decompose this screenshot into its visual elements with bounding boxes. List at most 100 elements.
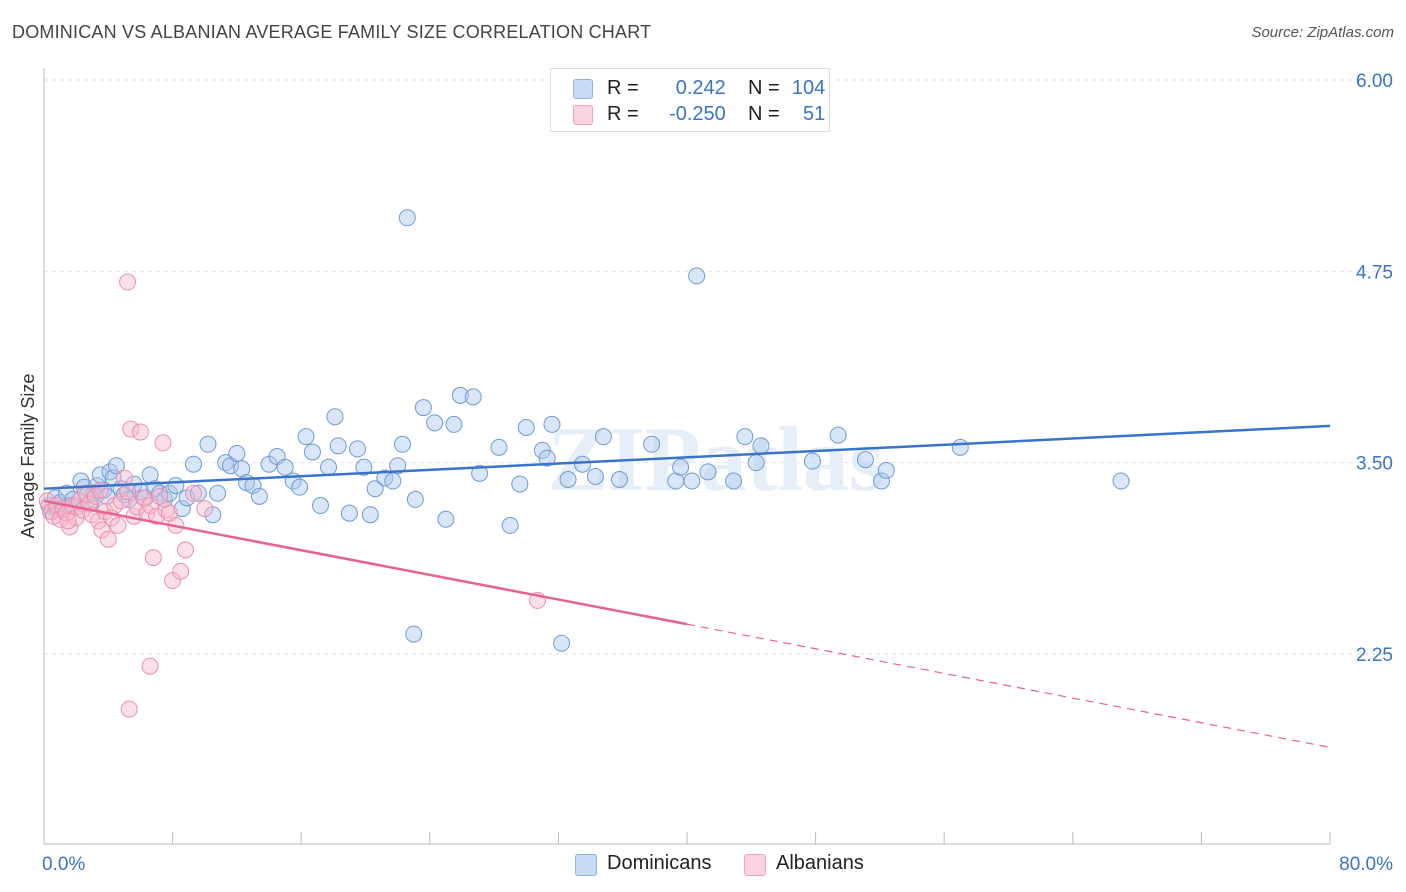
y-tick-label: 6.00 [1356, 71, 1393, 92]
data-point-dominicans [517, 418, 535, 436]
data-point-dominicans [199, 435, 217, 453]
data-point-dominicans [877, 461, 895, 479]
data-point-dominicans [471, 464, 489, 482]
data-point-dominicans [426, 414, 444, 432]
data-point-dominicans [725, 472, 743, 490]
data-point-dominicans [553, 634, 571, 652]
data-point-dominicans [297, 428, 315, 446]
bottom-legend-label: Albanians [776, 852, 864, 874]
data-point-dominicans [451, 386, 469, 404]
data-point-dominicans [167, 477, 185, 495]
data-point-dominicans [803, 452, 821, 470]
data-point-dominicans [490, 438, 508, 456]
data-point-albanians [112, 492, 130, 510]
data-point-dominicans [340, 504, 358, 522]
data-point-dominicans [107, 457, 125, 475]
legend-swatch-albanians [573, 105, 593, 125]
data-point-dominicans [291, 478, 309, 496]
data-point-dominicans [326, 408, 344, 426]
data-point-albanians [128, 498, 146, 516]
data-point-dominicans [393, 435, 411, 453]
data-point-dominicans [610, 471, 628, 489]
trend-line-dominicans [43, 424, 1331, 490]
data-point-albanians [77, 484, 95, 502]
data-point-dominicans [856, 451, 874, 469]
data-point-dominicans [276, 458, 294, 476]
data-point-dominicans [688, 267, 706, 285]
data-point-dominicans [311, 497, 329, 515]
data-point-albanians [176, 541, 194, 559]
data-point-albanians [90, 512, 108, 530]
data-point-albanians [61, 518, 79, 536]
data-point-albanians [151, 487, 169, 505]
y-tick-label: 4.75 [1356, 262, 1393, 283]
data-point-dominicans [366, 480, 384, 498]
data-point-dominicans [348, 440, 366, 458]
data-point-dominicans [406, 490, 424, 508]
data-point-dominicans [250, 487, 268, 505]
data-point-dominicans [829, 426, 847, 444]
watermark: ZIPatlas [547, 408, 884, 510]
data-point-albanians [196, 500, 214, 518]
chart-title: DOMINICAN VS ALBANIAN AVERAGE FAMILY SIZ… [12, 22, 652, 42]
legend-r-value: 0.242 [675, 77, 726, 99]
data-point-albanians [141, 657, 159, 675]
data-point-albanians [148, 507, 166, 525]
data-point-dominicans [643, 435, 661, 453]
data-point-dominicans [445, 415, 463, 433]
data-point-dominicans [414, 399, 432, 417]
bottom-legend-swatch-dominicans [575, 854, 597, 876]
data-point-dominicans [699, 463, 717, 481]
legend-r-value: -0.250 [669, 103, 726, 125]
data-point-albanians [157, 501, 175, 519]
data-point-dominicans [228, 444, 246, 462]
legend-r-label: R = [607, 103, 639, 125]
data-point-dominicans [501, 516, 519, 534]
data-point-dominicans [559, 471, 577, 489]
x-tick-label: 80.0% [1339, 854, 1393, 875]
data-point-dominicans [389, 457, 407, 475]
x-tick-label: 0.0% [42, 854, 85, 875]
data-point-albanians [93, 521, 111, 539]
data-point-dominicans [189, 484, 207, 502]
data-point-dominicans [384, 472, 402, 490]
data-point-dominicans [586, 467, 604, 485]
data-point-dominicans [361, 506, 379, 524]
data-point-dominicans [405, 625, 423, 643]
data-point-dominicans [683, 472, 701, 490]
data-point-dominicans [329, 437, 347, 455]
legend-swatch-dominicans [573, 79, 593, 99]
data-point-dominicans [951, 438, 969, 456]
data-point-dominicans [1112, 472, 1130, 490]
trend-line-albanians [43, 499, 688, 626]
legend-n-label: N = [748, 77, 780, 99]
data-point-albanians [120, 700, 138, 718]
data-point-dominicans [437, 510, 455, 528]
data-point-albanians [184, 484, 202, 502]
data-point-dominicans [747, 454, 765, 472]
data-point-albanians [131, 423, 149, 441]
data-point-dominicans [736, 428, 754, 446]
data-point-albanians [144, 549, 162, 567]
data-point-dominicans [464, 388, 482, 406]
data-point-albanians [99, 530, 117, 548]
data-point-dominicans [873, 472, 891, 490]
data-point-dominicans [184, 455, 202, 473]
y-tick-label: 2.25 [1356, 645, 1393, 666]
data-point-albanians [109, 516, 127, 534]
correlation-legend: R = 0.242 N = 104 R = -0.250 N = 51 [550, 68, 830, 132]
trend-line-extension-albanians [686, 623, 1331, 748]
data-point-dominicans [594, 428, 612, 446]
data-point-dominicans [320, 458, 338, 476]
data-point-dominicans [672, 458, 690, 476]
legend-r-label: R = [607, 77, 639, 99]
data-point-dominicans [538, 449, 556, 467]
data-point-albanians [119, 483, 137, 501]
legend-n-value: 104 [791, 77, 826, 99]
data-point-dominicans [574, 455, 592, 473]
bottom-legend-swatch-albanians [744, 854, 766, 876]
bottom-legend-label: Dominicans [607, 852, 712, 874]
data-point-albanians [122, 420, 140, 438]
data-point-dominicans [303, 443, 321, 461]
